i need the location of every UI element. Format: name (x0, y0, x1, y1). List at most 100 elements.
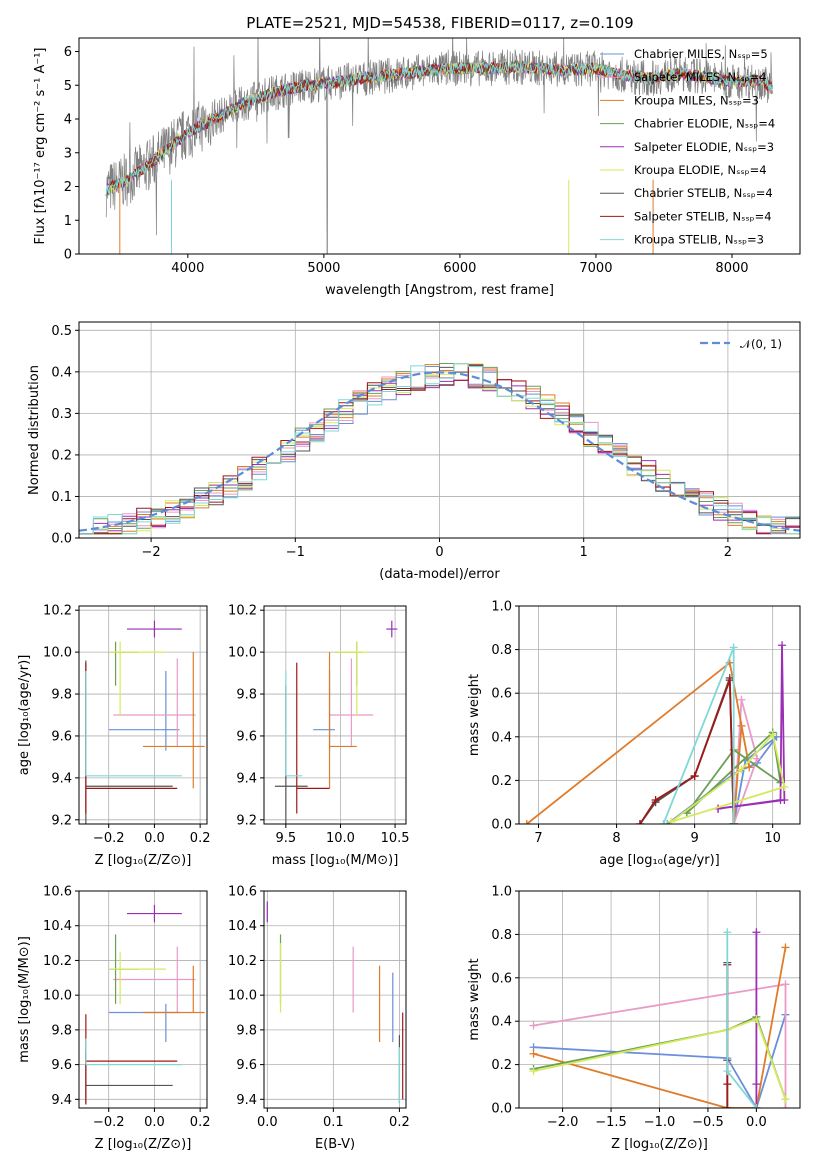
y-axis-label: age [log₁₀(age/yr)] (17, 655, 32, 776)
errorbar-point-kroupa_stelib (85, 670, 182, 777)
y-tick-label: 10.0 (43, 989, 72, 1004)
y-tick-label: 9.6 (51, 729, 72, 744)
errorbar-point-chabrier_miles (108, 1003, 180, 1043)
errorbar-point-salpeter_elodie (386, 620, 398, 638)
weight-marker-salpeter_miles (529, 1021, 538, 1030)
y-tick-label: 4 (64, 113, 72, 128)
y-tick-label: 5 (64, 79, 72, 94)
weight-marker-kroupa_elodie (768, 730, 777, 739)
plot-area (522, 641, 789, 824)
legend-entry-kroupa_stelib: Kroupa STELIB, Nₛₛₚ=3 (634, 233, 764, 247)
histogram-kroupa_stelib (79, 363, 800, 535)
x-tick-label: 2 (724, 545, 732, 560)
axes-frame (518, 890, 801, 1109)
x-axis-label: Z [log₁₀(Z/Z⊙)] (95, 1137, 192, 1152)
x-tick-label: 0.2 (190, 1115, 211, 1130)
legend-entry-chabrier_elodie: Chabrier ELODIE, Nₛₛₚ=4 (634, 117, 775, 131)
x-tick-label: 0.2 (389, 1115, 410, 1130)
normal-curve-line (79, 371, 800, 532)
y-tick-label: 0.0 (491, 1102, 512, 1117)
y-tick-label: 10.2 (43, 954, 72, 969)
y-tick-label: 10.0 (228, 646, 257, 661)
errorbar-point-salpeter_miles (113, 658, 196, 747)
weight-marker-kroupa_stelib (752, 1104, 761, 1108)
weight-marker-kroupa_elodie (780, 782, 789, 791)
x-axis-label: age [log₁₀(age/yr)] (599, 853, 720, 868)
y-tick-label: 10.0 (43, 646, 72, 661)
errorbar-point-kroupa_elodie (108, 641, 166, 715)
axes-frame (263, 605, 407, 825)
x-tick-label: 8000 (715, 261, 748, 276)
y-tick-label: 9.4 (236, 1093, 257, 1108)
y-tick-label: 0.4 (491, 730, 512, 745)
errorbar-point-chabrier_stelib (85, 1050, 173, 1103)
axes-frame (78, 605, 208, 825)
y-tick-label: 10.4 (228, 919, 257, 934)
errorbar-point-chabrier_elodie (335, 641, 363, 686)
y-axis-label: Normed distribution (27, 365, 42, 495)
plot-area (85, 904, 205, 1105)
weight-marker-salpeter_stelib (690, 772, 699, 781)
x-tick-label: 1 (580, 545, 588, 560)
weight-marker-kroupa_elodie (781, 1095, 790, 1104)
weight-marker-kroupa_miles (745, 763, 754, 772)
legend-entry-chabrier_stelib: Chabrier STELIB, Nₛₛₚ=4 (634, 186, 773, 200)
axes-frame (263, 890, 407, 1109)
axes-frame (78, 321, 801, 539)
errorbar-point-chabrier_miles (313, 670, 335, 751)
x-tick-label: 10.0 (326, 831, 355, 846)
errorbar-point-salpeter_miles (113, 946, 196, 1013)
weight-marker-kroupa_elodie (667, 817, 676, 824)
x-tick-label: 10.5 (381, 831, 410, 846)
y-tick-label: 0.6 (491, 971, 512, 986)
x-tick-label: 0.0 (144, 831, 165, 846)
x-tick-label: 7 (534, 831, 542, 846)
x-tick-label: 9.5 (276, 831, 297, 846)
weight-marker-salpeter_miles (781, 980, 790, 989)
x-tick-label: 5000 (307, 261, 340, 276)
errorbar-point-salpeter_elodie (127, 620, 182, 638)
x-tick-label: −2 (142, 545, 161, 560)
histogram-salpeter_stelib (79, 365, 800, 535)
x-tick-label: −0.2 (93, 831, 125, 846)
x-tick-label: −1 (286, 545, 305, 560)
x-axis-label: Z [log₁₀(Z/Z⊙)] (611, 1137, 708, 1152)
weight-line-kroupa_elodie (533, 1017, 787, 1100)
y-tick-label: 0.4 (51, 365, 72, 380)
errorbar-point-chabrier_elodie (108, 641, 139, 686)
y-tick-label: 9.2 (236, 813, 257, 828)
x-tick-label: 0 (435, 545, 443, 560)
x-tick-label: 9 (690, 831, 698, 846)
weight-line-kroupa_miles (533, 947, 787, 1108)
axes-frame (78, 37, 801, 255)
figure-title: PLATE=2521, MJD=54538, FIBERID=0117, z=0… (246, 14, 633, 32)
x-tick-label: 0.2 (190, 831, 211, 846)
x-tick-label: 8 (612, 831, 620, 846)
weight-line-salpeter_miles (732, 699, 759, 824)
y-tick-label: 9.6 (236, 729, 257, 744)
x-tick-label: 10 (764, 831, 781, 846)
errorbar-point-salpeter_miles (329, 658, 374, 747)
y-tick-label: 9.6 (236, 1058, 257, 1073)
y-tick-label: 9.8 (236, 1023, 257, 1038)
y-tick-label: 0.6 (491, 687, 512, 702)
x-tick-label: 0.0 (257, 1115, 278, 1130)
weight-marker-salpeter_miles (737, 695, 746, 704)
panel-age_vs_Z: −0.2 0.0 0.2 9.2 9.4 9.6 9.8 10.0 10.2 Z [log₁₀(Z… (17, 604, 210, 868)
plot-area (79, 363, 800, 535)
axes-frame (78, 890, 208, 1109)
plot-area (105, 38, 774, 254)
weight-line-salpeter_elodie (717, 645, 786, 810)
weight-marker-kroupa_stelib (659, 820, 668, 824)
y-tick-label: 0.4 (491, 1015, 512, 1030)
panel-spectrum: 4000 5000 6000 7000 8000 0 1 2 3 4 5 6 wavelength [A… (33, 37, 801, 298)
panel-residuals: −2 −1 0 1 2 0.0 0.1 0.2 0.3 0.4 0.5 (data-model)/er… (27, 321, 801, 582)
y-tick-label: 0.8 (491, 643, 512, 658)
weight-marker-kroupa_elodie (737, 765, 746, 774)
y-tick-label: 0.0 (51, 532, 72, 547)
errorbar-point-chabrier_miles (108, 670, 180, 751)
weight-marker-kroupa_stelib (729, 643, 738, 652)
y-tick-label: 9.8 (51, 1023, 72, 1038)
errorbar-point-kroupa_elodie (335, 641, 368, 715)
